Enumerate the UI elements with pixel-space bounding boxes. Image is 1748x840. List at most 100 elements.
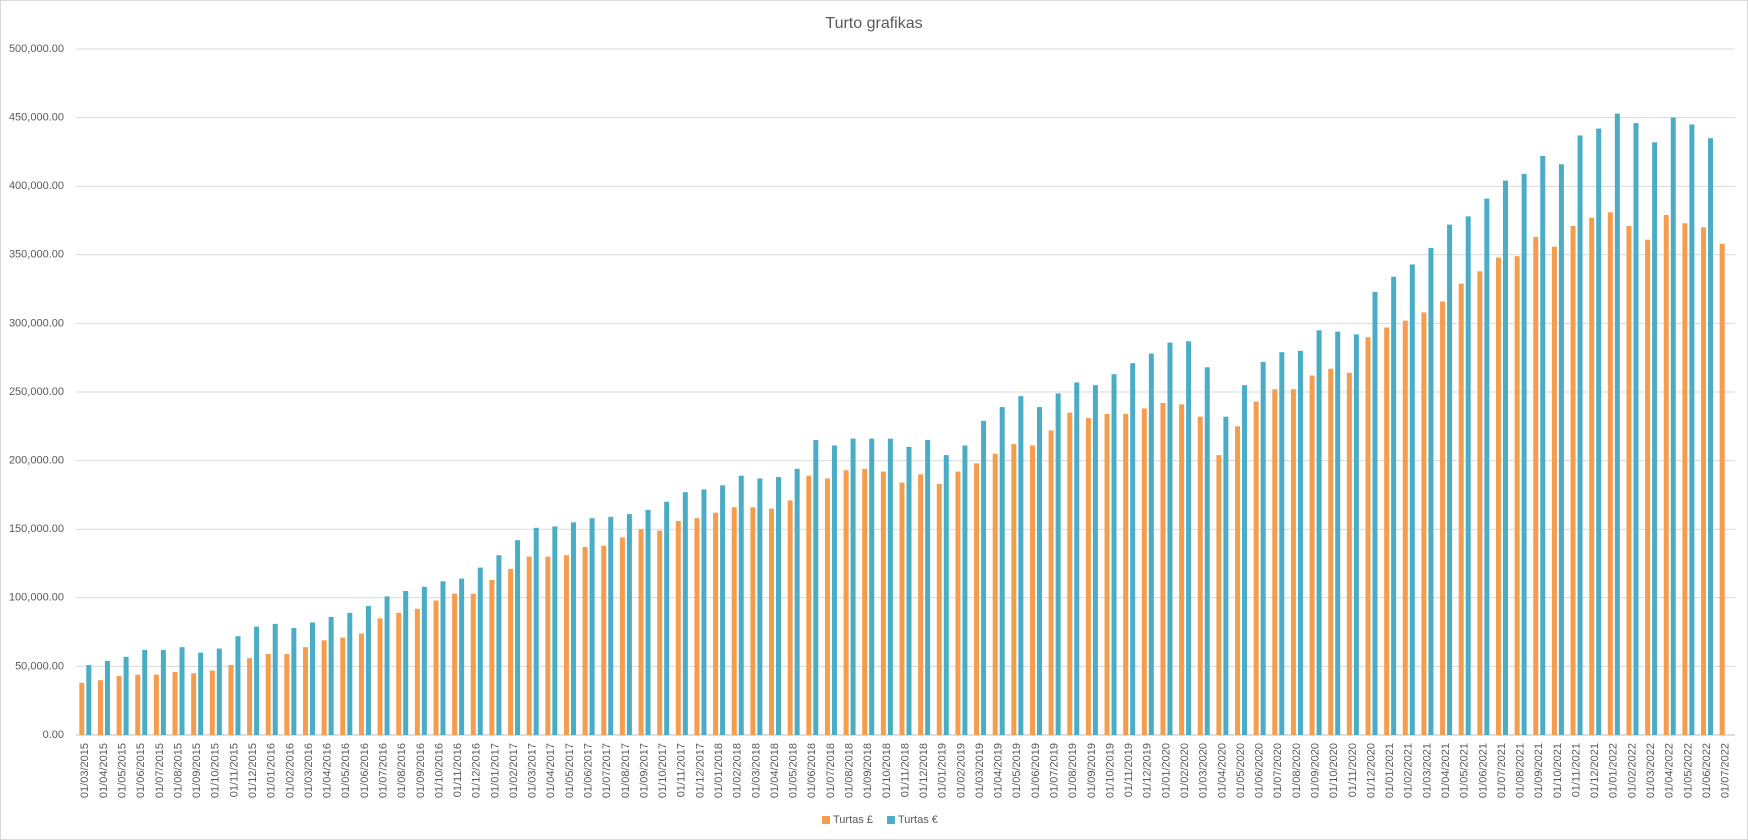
legend-label: Turtas £	[833, 814, 873, 826]
bar	[310, 622, 316, 735]
x-tick-label: 01/01/2017	[489, 743, 501, 798]
bar	[496, 555, 502, 735]
x-tick-label: 01/01/2022	[1608, 743, 1620, 798]
y-tick-label: 150,000.00	[9, 523, 64, 535]
x-tick-label: 01/07/2019	[1049, 743, 1061, 798]
bar	[1260, 361, 1266, 735]
bar	[787, 500, 793, 735]
bar	[1029, 445, 1035, 735]
bar	[589, 518, 595, 735]
x-tick-label: 01/07/2020	[1272, 743, 1284, 798]
bar	[440, 581, 446, 735]
legend-label: Turtas €	[898, 814, 938, 826]
bar	[1235, 426, 1241, 735]
x-tick-label: 01/05/2022	[1682, 743, 1694, 798]
bar	[1596, 128, 1602, 736]
bar	[1279, 352, 1285, 735]
bar	[1633, 123, 1639, 735]
bar	[750, 507, 756, 735]
bar	[657, 530, 663, 735]
bar	[526, 556, 532, 735]
bar	[1223, 416, 1229, 735]
y-tick-label: 50,000.00	[15, 660, 64, 672]
bar	[272, 623, 278, 735]
bar	[880, 471, 886, 735]
bar	[403, 590, 409, 735]
bar	[682, 492, 688, 735]
bar	[1272, 389, 1278, 735]
bar	[608, 516, 614, 735]
x-tick-label: 01/05/2015	[117, 743, 129, 798]
x-tick-label: 01/05/2021	[1459, 743, 1471, 798]
bar	[769, 508, 775, 735]
x-tick-label: 01/04/2015	[98, 743, 110, 798]
bar	[340, 637, 346, 735]
bar	[1447, 224, 1453, 735]
bar	[1514, 256, 1520, 735]
x-tick-label: 01/02/2018	[732, 743, 744, 798]
bar	[1141, 408, 1147, 735]
bar	[1540, 156, 1546, 736]
bar	[1428, 247, 1434, 735]
bar	[1614, 113, 1620, 735]
bar	[1402, 320, 1408, 735]
bar	[1067, 412, 1073, 735]
bar	[396, 612, 402, 735]
x-tick-label: 01/02/2021	[1403, 743, 1415, 798]
bar	[1484, 198, 1490, 736]
bar	[943, 455, 949, 735]
bar	[1521, 173, 1527, 736]
y-tick-label: 350,000.00	[9, 249, 64, 261]
x-tick-label: 01/10/2017	[657, 743, 669, 798]
bar	[1384, 327, 1390, 735]
y-tick-label: 0.00	[43, 729, 64, 741]
bar	[79, 682, 85, 735]
bar	[731, 507, 737, 735]
bar	[104, 660, 110, 735]
bar	[1502, 180, 1508, 735]
x-tick-label: 01/11/2019	[1123, 743, 1135, 797]
x-tick-label: 01/12/2020	[1365, 743, 1377, 798]
bar	[247, 658, 253, 735]
bar	[850, 438, 856, 735]
bar	[452, 593, 458, 735]
bar	[1055, 393, 1061, 735]
bar	[1570, 225, 1576, 735]
bar	[1104, 413, 1110, 735]
bar	[328, 617, 334, 735]
x-tick-label: 01/08/2019	[1067, 743, 1079, 798]
legend-swatch	[822, 816, 830, 824]
bar	[1353, 334, 1359, 735]
bar	[1558, 164, 1564, 736]
x-tick-label: 01/02/2017	[508, 743, 520, 798]
x-tick-label: 01/07/2021	[1496, 743, 1508, 798]
y-tick-label: 300,000.00	[9, 317, 64, 329]
x-tick-label: 01/03/2019	[974, 743, 986, 798]
x-tick-label: 01/06/2018	[806, 743, 818, 798]
x-tick-label: 01/10/2019	[1104, 743, 1116, 798]
bar	[1626, 225, 1632, 735]
x-tick-label: 01/06/2016	[359, 743, 371, 798]
bar	[1074, 382, 1080, 735]
bar	[582, 547, 588, 735]
bar	[160, 649, 166, 735]
bar	[806, 475, 812, 735]
x-tick-label: 01/01/2016	[266, 743, 278, 798]
x-tick-label: 01/04/2016	[322, 743, 334, 798]
bar	[1670, 117, 1676, 736]
bar	[1440, 301, 1446, 735]
bar	[265, 654, 271, 735]
x-tick-label: 01/02/2020	[1179, 743, 1191, 798]
bar	[1421, 312, 1427, 735]
bar	[1160, 402, 1166, 735]
bar	[694, 518, 700, 735]
bar	[303, 647, 309, 735]
x-tick-label: 01/11/2021	[1570, 743, 1582, 797]
bar	[1036, 407, 1042, 735]
bar	[421, 586, 427, 735]
bar	[1607, 212, 1613, 735]
bar	[570, 522, 576, 735]
x-tick-label: 01/04/2020	[1216, 743, 1228, 798]
x-tick-label: 01/09/2020	[1309, 743, 1321, 798]
bar	[377, 618, 383, 735]
